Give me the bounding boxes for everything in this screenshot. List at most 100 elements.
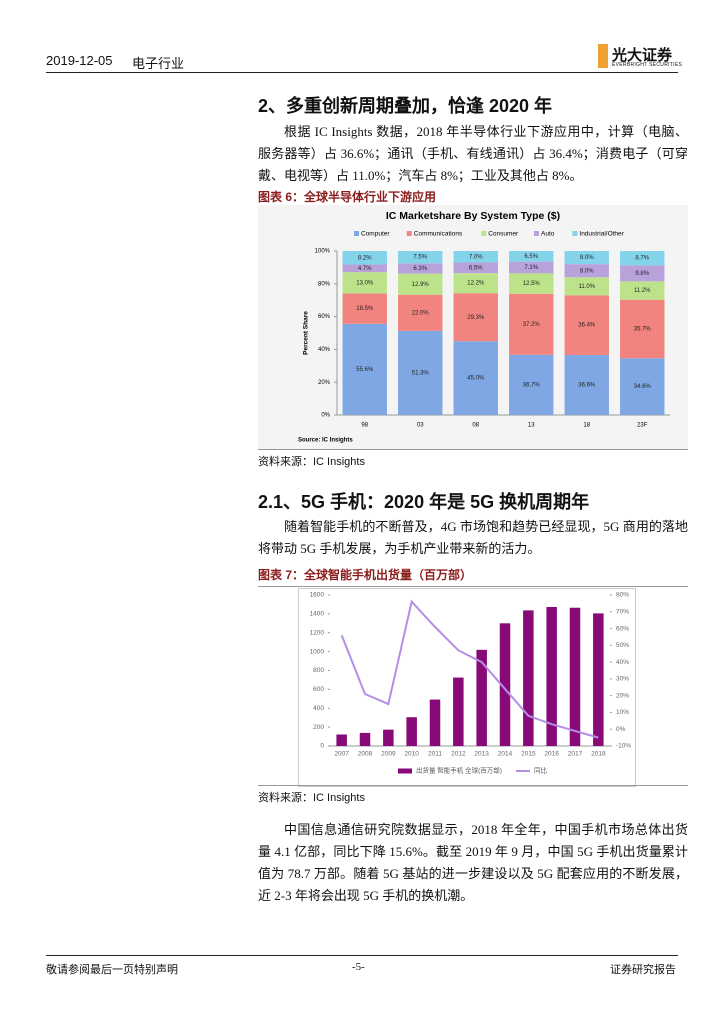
bar	[359, 732, 371, 746]
y-tick-label: 200	[313, 724, 324, 731]
legend-label: Auto	[541, 231, 555, 238]
bar-segment	[453, 341, 498, 415]
y-tick-label: 1400	[310, 611, 325, 618]
footer-disclaimer: 敬请参阅最后一页特别声明	[46, 964, 178, 976]
bar-segment	[342, 272, 387, 294]
x-tick-label: 23F	[637, 423, 648, 429]
bar-segment	[509, 251, 554, 262]
bar-segment	[453, 273, 498, 294]
x-tick-label: 2018	[591, 751, 606, 758]
value-label: 9.8%	[635, 271, 649, 277]
bar-segment	[398, 330, 443, 415]
y2-tick-label: -10%	[616, 743, 631, 750]
y2-tick-label: 80%	[616, 592, 629, 599]
value-label: 7.0%	[469, 254, 483, 260]
value-label: 45.0%	[467, 376, 485, 382]
x-tick-label: 2012	[451, 751, 466, 758]
bar	[499, 623, 511, 746]
bar-segment	[398, 263, 443, 274]
legend-swatch	[406, 231, 412, 236]
value-label: 8.7%	[635, 256, 649, 262]
value-label: 8.0%	[580, 268, 594, 274]
value-label: 12.5%	[523, 281, 541, 287]
x-tick-label: 2014	[498, 751, 513, 758]
bar-segment	[453, 251, 498, 263]
value-label: 55.6%	[356, 367, 374, 373]
page-number: -5-	[352, 961, 365, 973]
bar	[546, 606, 557, 746]
bar-segment	[342, 264, 387, 273]
legend-swatch	[572, 231, 578, 236]
figure-caption: 图表 7：全球智能手机出货量（百万部）	[258, 566, 688, 587]
y2-tick-label: 10%	[616, 709, 629, 716]
footer-rule	[46, 955, 678, 956]
bar	[476, 649, 487, 746]
value-label: 36.6%	[578, 383, 596, 389]
legend-label: Industrial/Other	[579, 231, 624, 238]
value-label: 51.3%	[412, 371, 430, 377]
legend-label: 同比	[534, 766, 548, 775]
bar	[336, 734, 347, 746]
y-tick-label: 800	[313, 667, 324, 674]
paragraph: 根据 IC Insights 数据，2018 年半导体行业下游应用中，计算（电脑…	[258, 124, 688, 183]
bar-segment	[509, 354, 554, 415]
chart: IC Marketshare By System Type ($) Compute…	[258, 205, 688, 450]
bar-segment	[342, 293, 387, 324]
legend-swatch	[534, 231, 539, 236]
industry: 电子行业	[132, 56, 185, 71]
y-axis-label: Percent Share	[303, 311, 310, 355]
x-tick-label: 2016	[544, 751, 559, 758]
x-tick-label: 2009	[381, 751, 396, 758]
line	[340, 599, 599, 739]
legend-label: Consumer	[488, 231, 519, 238]
value-label: 6.3%	[413, 266, 427, 272]
value-label: 4.7%	[358, 266, 372, 272]
x-tick-label: 18	[583, 423, 590, 429]
bar	[383, 729, 394, 746]
y2-tick-label: 40%	[616, 659, 629, 666]
value-label: 36.7%	[523, 382, 541, 388]
y-tick-label: 20%	[318, 380, 331, 386]
bar-segment	[342, 251, 387, 265]
bar	[406, 717, 417, 746]
bar-segment	[620, 358, 665, 415]
paragraph: 中国信息通信研究院数据显示，2018 年全年，中国手机市场总体出货量 4.1 亿…	[258, 822, 688, 903]
legend-label: Communications	[414, 231, 463, 238]
y-tick-label: 60%	[318, 314, 331, 320]
x-tick-label: 2008	[358, 751, 373, 758]
value-label: 8.0%	[580, 255, 594, 261]
value-label: 18.5%	[356, 306, 374, 312]
legend-swatch	[398, 768, 412, 774]
chart-title: IC Marketshare By System Type ($)	[386, 210, 560, 222]
figure-source: 资料来源：IC Insights	[258, 785, 688, 805]
paragraph: 随着智能手机的不断普及，4G 市场饱和趋势已经显现，5G 商用的落地将带动 5G…	[258, 519, 688, 556]
report-date: 2019-12-05	[46, 53, 113, 68]
section-title: 2.1、5G 手机：2020 年是 5G 换机周期年	[258, 492, 590, 512]
bar-segment	[398, 273, 443, 295]
x-tick-label: 13	[528, 423, 535, 429]
bar-segment	[564, 264, 609, 278]
y-tick-label: 1000	[310, 648, 325, 655]
value-label: 12.9%	[412, 282, 430, 288]
y2-tick-label: 0%	[616, 726, 626, 733]
header-rule	[46, 72, 678, 73]
x-tick-label: 08	[472, 423, 479, 429]
y-tick-label: 100%	[315, 249, 331, 255]
bar	[453, 677, 464, 746]
bar	[523, 610, 534, 746]
value-label: 11.0%	[578, 284, 595, 290]
bar-segment	[620, 265, 665, 282]
legend-label: 出货量 智能手机 全球(百万部)	[416, 766, 502, 775]
bar-segment	[398, 294, 443, 331]
bar-segment	[398, 251, 443, 264]
footer-label: 证券研究报告	[610, 964, 676, 976]
legend-swatch	[354, 231, 359, 236]
bar-segment	[564, 251, 609, 265]
y-tick-label: 80%	[318, 281, 331, 287]
y2-tick-label: 70%	[616, 608, 629, 615]
bar-segment	[620, 281, 665, 300]
x-tick-label: 2015	[521, 751, 536, 758]
x-tick-label: 2013	[474, 751, 489, 758]
y2-tick-label: 20%	[616, 692, 629, 699]
